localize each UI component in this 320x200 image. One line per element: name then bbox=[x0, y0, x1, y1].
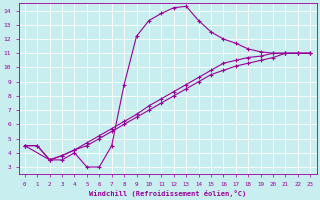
X-axis label: Windchill (Refroidissement éolien,°C): Windchill (Refroidissement éolien,°C) bbox=[89, 190, 246, 197]
